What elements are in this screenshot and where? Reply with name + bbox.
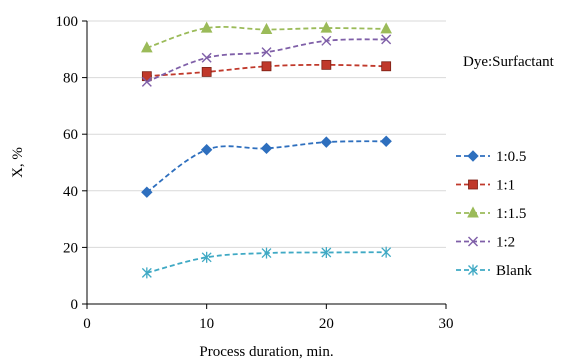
x-axis-label: Process duration, min. [199, 344, 333, 360]
legend-marker [467, 206, 479, 218]
axes [82, 20, 447, 309]
data-point [141, 41, 153, 53]
legend-item: 1:0.5 [456, 149, 526, 165]
legend-marker [468, 264, 478, 276]
data-point [141, 76, 152, 87]
data-point [261, 47, 272, 58]
series-line [146, 38, 387, 83]
legend-marker [468, 236, 478, 247]
legend-marker [467, 150, 479, 162]
y-axis-label: X, % [10, 147, 26, 178]
data-point [320, 21, 333, 33]
data-point [141, 186, 153, 198]
data-point [261, 247, 272, 259]
series-1-1-5 [141, 21, 392, 53]
legend-label: 1:1.5 [496, 206, 526, 222]
x-tick-labels: 0 10 20 30 [83, 316, 453, 332]
legend-marker [468, 179, 478, 190]
data-point [201, 251, 212, 263]
legend: 1:0.5 1:1 1:1.5 1:2 Blank [456, 149, 532, 279]
data-point [321, 59, 332, 70]
data-point [381, 34, 392, 45]
grid-lines [87, 20, 446, 248]
data-point [201, 67, 212, 77]
series-blank [141, 246, 392, 279]
data-point [380, 135, 392, 147]
y-tick-label: 40 [63, 184, 78, 200]
series-1-0-5 [141, 135, 392, 198]
data-point [321, 35, 332, 46]
y-tick-label: 100 [56, 14, 79, 30]
series-1-1 [141, 59, 392, 82]
data-point [141, 267, 152, 279]
data-point [261, 61, 272, 72]
data-point [381, 246, 392, 258]
data-point [141, 71, 152, 82]
data-point [260, 142, 273, 155]
legend-item: Blank [456, 263, 532, 279]
x-tick-label: 20 [319, 316, 334, 332]
legend-title: Dye:Surfactant [463, 54, 555, 70]
data-point [200, 21, 213, 33]
x-tick-label: 0 [83, 316, 91, 332]
data-point [380, 22, 392, 34]
y-tick-label: 60 [63, 127, 78, 143]
x-tick-label: 30 [439, 316, 454, 332]
data-point [381, 61, 392, 72]
data-point [260, 22, 273, 34]
y-tick-label: 0 [71, 297, 79, 313]
legend-label: Blank [496, 263, 532, 279]
legend-label: 1:1 [496, 178, 515, 194]
x-tick-label: 10 [199, 316, 214, 332]
y-tick-labels: 0 20 40 60 80 100 [56, 14, 79, 313]
series-1-2 [141, 34, 392, 87]
legend-label: 1:2 [496, 235, 515, 251]
legend-label: 1:0.5 [496, 149, 526, 165]
series-layer [141, 21, 392, 279]
data-point [201, 52, 212, 63]
y-tick-label: 80 [63, 71, 78, 87]
data-point [321, 246, 332, 258]
data-point [320, 136, 333, 148]
data-point [200, 144, 213, 156]
legend-item: 1:1 [456, 178, 515, 194]
series-line [146, 140, 387, 193]
legend-item: 1:1.5 [456, 206, 526, 222]
y-tick-label: 20 [63, 240, 78, 256]
legend-item: 1:2 [456, 235, 515, 251]
